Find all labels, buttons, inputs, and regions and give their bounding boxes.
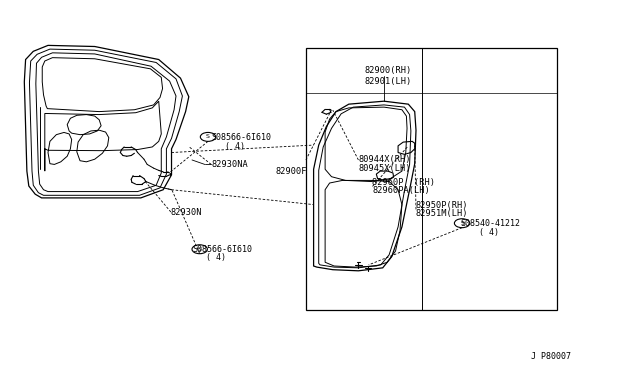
Text: S08566-6I610: S08566-6I610 [192,245,252,254]
Text: 80944X(RH): 80944X(RH) [358,155,411,164]
Text: 82951M(LH): 82951M(LH) [416,209,468,218]
Text: 82900F: 82900F [275,167,307,176]
Text: S: S [460,221,464,226]
Text: ( 4): ( 4) [479,228,499,237]
Text: 82930N: 82930N [171,208,202,217]
Text: S08566-6I610: S08566-6I610 [211,133,271,142]
Text: 82960P  (RH): 82960P (RH) [372,178,435,187]
Bar [306,48,557,310]
Text: 82950P(RH): 82950P(RH) [416,201,468,210]
Text: 80945X(LH): 80945X(LH) [358,164,411,173]
Text: J P80007: J P80007 [531,352,571,361]
Text: 82901(LH): 82901(LH) [365,77,412,86]
Text: S: S [206,134,210,140]
Text: 82900(RH): 82900(RH) [365,66,412,75]
Text: ( 4): ( 4) [225,142,245,151]
Text: S08540-41212: S08540-41212 [461,219,521,228]
Text: S: S [198,247,202,252]
Text: ( 4): ( 4) [206,253,226,262]
Text: 82930NA: 82930NA [211,160,248,169]
Text: 82960PA(LH): 82960PA(LH) [372,186,430,195]
